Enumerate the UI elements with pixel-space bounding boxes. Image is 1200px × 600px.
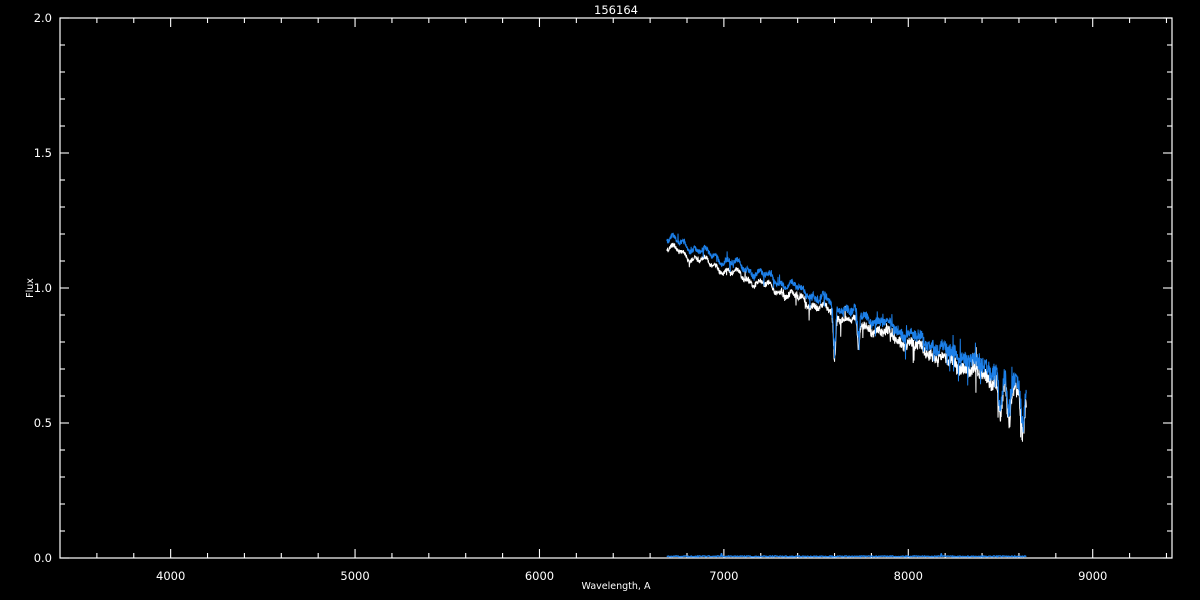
x-tick-label: 5000 — [340, 569, 369, 583]
y-tick-label: 1.0 — [34, 281, 52, 295]
x-tick-label: 6000 — [525, 569, 554, 583]
y-tick-label: 0.0 — [34, 551, 52, 565]
y-tick-label: 1.5 — [34, 146, 52, 160]
data-series-group — [666, 232, 1027, 559]
y-axis-label: Flux — [25, 278, 36, 298]
x-tick-label: 8000 — [894, 569, 923, 583]
x-tick-label: 7000 — [709, 569, 738, 583]
axis-tick-labels: 4000 5000 6000 7000 8000 9000 0.0 0.5 1.0 1.5 2.0 — [34, 11, 1108, 583]
y-tick-label: 2.0 — [34, 11, 52, 25]
comparison-spectrum-trace — [666, 242, 1027, 442]
y-tick-label: 0.5 — [34, 416, 52, 430]
x-tick-label: 4000 — [156, 569, 185, 583]
x-tick-label: 9000 — [1078, 569, 1107, 583]
error-baseline-trace — [666, 553, 1027, 559]
axis-ticks — [60, 17, 1172, 559]
page-title: 156164 — [594, 3, 638, 17]
x-axis-label: Wavelength, A — [582, 581, 651, 592]
observed-spectrum-trace — [666, 232, 1027, 433]
